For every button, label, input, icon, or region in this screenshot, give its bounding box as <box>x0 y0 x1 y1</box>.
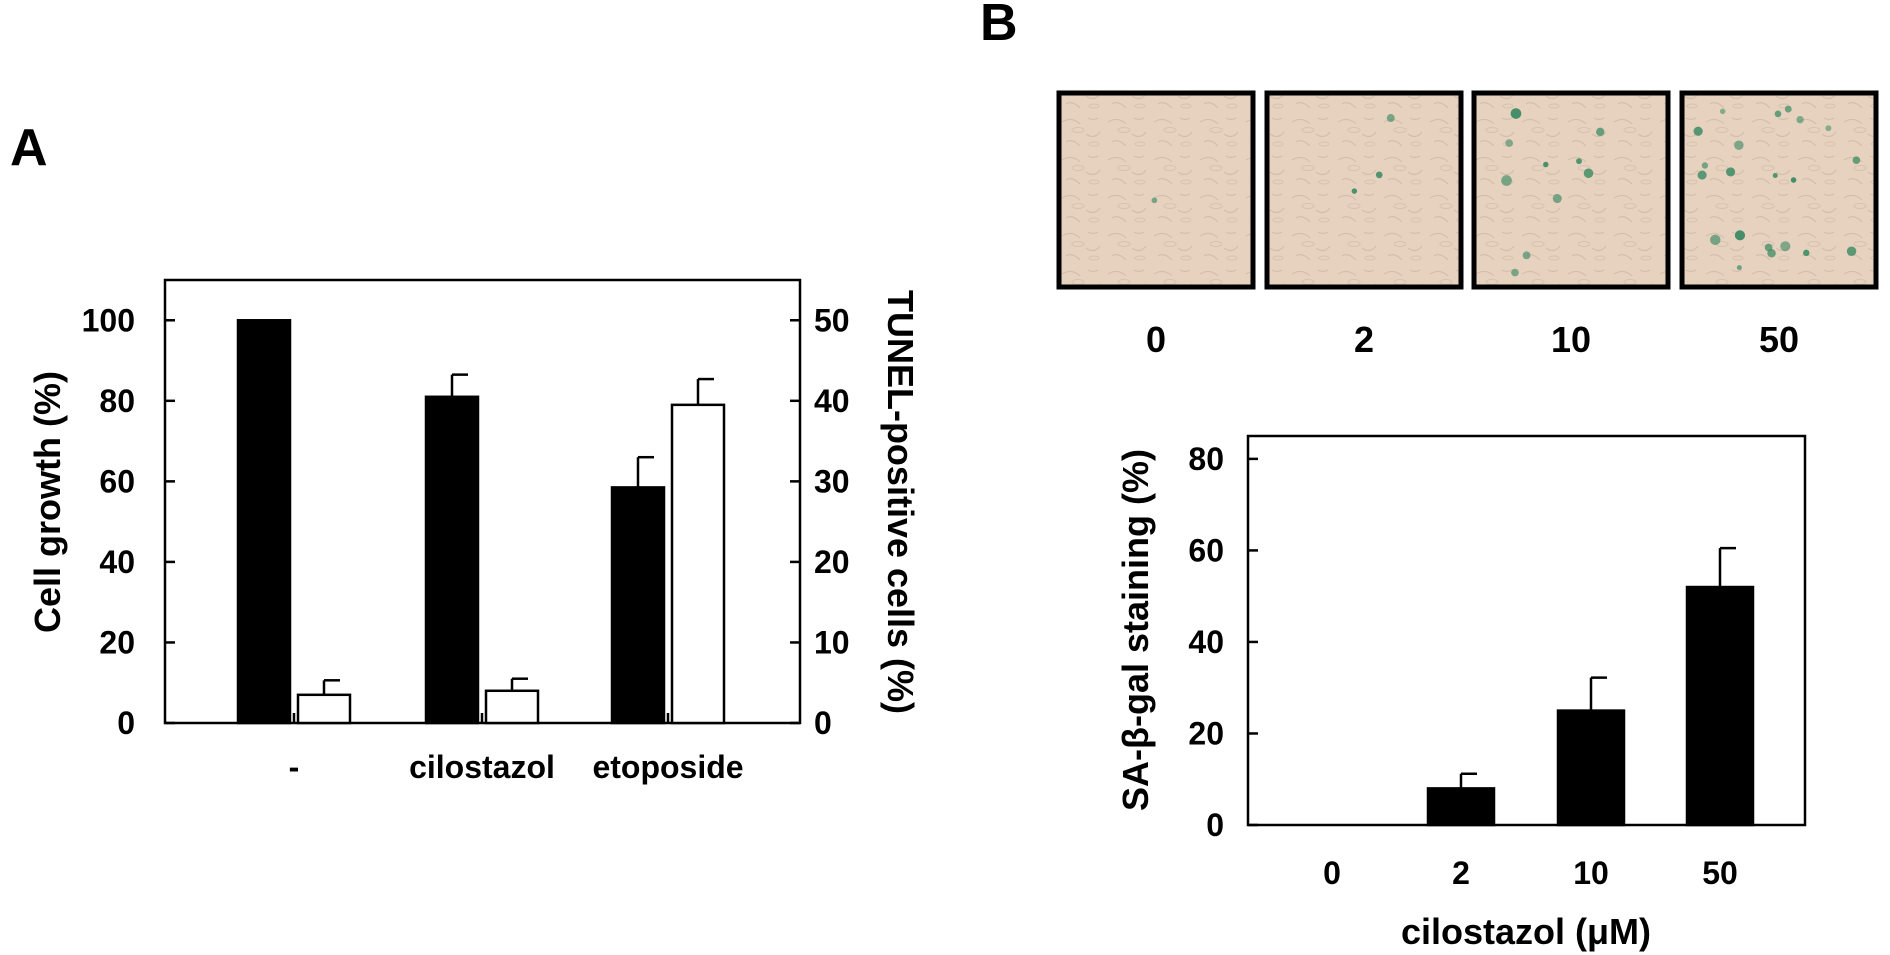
panel-a-category-label: etoposide <box>592 749 743 785</box>
panel-a-bar-cell-growth <box>424 395 480 725</box>
stained-cell <box>1552 194 1562 204</box>
stained-cell <box>1510 108 1522 119</box>
panel-a-error-bar <box>322 679 340 695</box>
stained-cell <box>1583 168 1594 179</box>
panel-a-bar-cell-growth <box>610 486 666 725</box>
panel-b-error-bar <box>1718 546 1736 588</box>
stained-cell <box>1803 249 1810 257</box>
panel-b-y-tick-label: 80 <box>1188 441 1224 477</box>
panel-a-right-tick-label: 30 <box>814 463 850 499</box>
panel-a-right-tick-label: 40 <box>814 383 850 419</box>
panel-b-y-tick-label: 20 <box>1188 715 1224 751</box>
stained-cell <box>1734 140 1744 150</box>
panel-a-right-axis-title: TUNEL-positive cells (%) <box>880 290 921 714</box>
panel-a-right-tick-label: 10 <box>814 624 850 660</box>
panel-a-category-label: cilostazol <box>409 749 555 785</box>
stained-cell <box>1576 158 1582 165</box>
stained-cell <box>1852 156 1861 165</box>
panel-a-bar-tunel <box>296 693 352 725</box>
stained-cell <box>1767 249 1776 258</box>
panel-b-y-axis-title: SA-β-gal staining (%) <box>1115 449 1156 811</box>
stained-cell <box>1790 177 1797 183</box>
panel-b-y-tick-label: 40 <box>1188 624 1224 660</box>
stained-cell <box>1846 246 1857 257</box>
stained-cell <box>1772 172 1778 179</box>
panel-b-y-tick-label: 0 <box>1206 807 1224 843</box>
stained-cell <box>1522 251 1531 260</box>
stained-cell <box>1693 126 1703 136</box>
stained-cell <box>1726 167 1736 177</box>
stained-cell <box>1774 110 1782 118</box>
micrograph-label: 10 <box>1551 319 1591 360</box>
micrograph-label: 2 <box>1354 319 1374 360</box>
panel-a-left-tick-label: 80 <box>99 383 135 419</box>
stained-cell <box>1501 175 1512 186</box>
stained-cell <box>1734 230 1746 241</box>
stained-cell <box>1543 161 1549 168</box>
panel-b-letter: B <box>980 0 1018 52</box>
panel-b-x-axis-title: cilostazol (μM) <box>1401 911 1651 952</box>
panel-b-bar <box>1426 787 1496 827</box>
panel-a-left-axis-title: Cell growth (%) <box>27 371 68 633</box>
micrograph-row: 0 2 10 50 <box>1056 90 1879 360</box>
stained-cell <box>1375 171 1383 179</box>
panel-a-error-bar <box>636 455 654 488</box>
panel-a-letter: A <box>10 119 48 177</box>
stained-cell <box>1784 105 1792 113</box>
panel-b-y-tick-label: 60 <box>1188 532 1224 568</box>
panel-b-bars: 0 2 10 50 <box>1323 546 1755 891</box>
stained-cell <box>1386 114 1395 123</box>
panel-a-left-tick-label: 0 <box>117 705 135 741</box>
panel-a-bars: - cilostazol etoposide <box>236 319 744 785</box>
panel-b-bar <box>1685 585 1755 827</box>
stained-cell <box>1511 268 1519 277</box>
panel-a-right-tick-label: 50 <box>814 302 850 338</box>
panel-a-error-bar <box>696 377 714 405</box>
micrograph-panel: 2 <box>1264 90 1464 360</box>
stained-cell <box>1596 127 1605 137</box>
panel-a-left-tick-label: 60 <box>99 463 135 499</box>
micrograph-panel: 0 <box>1056 90 1256 360</box>
stained-cell <box>1151 197 1158 204</box>
stained-cell <box>1780 241 1791 252</box>
stained-cell <box>1351 188 1358 194</box>
panel-b-error-bar <box>1459 772 1477 789</box>
panel-a-left-tick-label: 20 <box>99 624 135 660</box>
panel-b-x-tick-label: 50 <box>1702 855 1738 891</box>
panel-a-error-bar <box>510 677 528 691</box>
panel-b-bar-chart: 0 20 40 60 80 0 2 10 50 cilostazol (μM) SA-β-ga… <box>1115 434 1807 952</box>
panel-b-y-axis: 0 20 40 60 80 <box>1188 441 1258 843</box>
panel-a-right-axis: 0 10 20 30 40 50 <box>790 302 850 741</box>
panel-a-bar-tunel <box>670 403 726 725</box>
panel-a-right-tick-label: 20 <box>814 544 850 580</box>
stained-cell <box>1719 108 1726 115</box>
stained-cell <box>1710 234 1721 246</box>
panel-b-error-bar <box>1589 676 1607 711</box>
stained-cell <box>1701 162 1709 169</box>
panel-b-bar <box>1556 709 1626 827</box>
micrograph-panel: 10 <box>1471 90 1671 360</box>
panel-a-left-axis: 0 20 40 60 80 100 <box>82 302 175 741</box>
panel-b-x-tick-label: 0 <box>1323 855 1341 891</box>
panel-a-left-tick-label: 100 <box>82 302 135 338</box>
panel-a-left-tick-label: 40 <box>99 544 135 580</box>
stained-cell <box>1505 139 1513 147</box>
micrograph-panel: 50 <box>1679 90 1879 360</box>
panel-b-x-tick-label: 2 <box>1452 855 1470 891</box>
panel-a-category-label: - <box>289 749 300 785</box>
stained-cell <box>1697 170 1707 180</box>
micrograph-label: 0 <box>1146 319 1166 360</box>
stained-cell <box>1736 265 1742 271</box>
panel-b-x-tick-label: 10 <box>1573 855 1609 891</box>
stained-cell <box>1825 125 1832 132</box>
stained-cell <box>1796 115 1804 124</box>
panel-a-bar-cell-growth <box>236 319 292 725</box>
panel-a-right-tick-label: 0 <box>814 705 832 741</box>
micrograph-label: 50 <box>1759 319 1799 360</box>
panel-a-error-bar <box>450 373 468 397</box>
panel-a-bar-tunel <box>484 689 540 725</box>
panel-b-plot-frame <box>1246 434 1807 827</box>
panel-a-bar-chart: 0 20 40 60 80 100 0 10 20 30 40 50 - cilostazol etop… <box>27 278 921 785</box>
